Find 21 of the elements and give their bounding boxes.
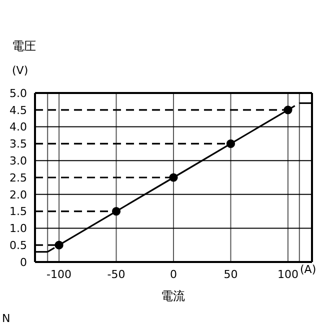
x-tick-label: 0 (170, 268, 177, 281)
y-axis-title: 電圧 (12, 38, 36, 55)
y-tick-label: 2.0 (10, 188, 27, 202)
x-axis-title: 電流 (160, 288, 186, 305)
y-tick-label: 4.0 (10, 120, 27, 134)
y-tick-label: 1.5 (10, 205, 27, 218)
y-tick-label: 0 (20, 256, 27, 269)
x-tick-label: 50 (224, 268, 238, 281)
y-tick-label: 4.5 (10, 104, 27, 117)
y-tick-label: 5.0 (10, 86, 27, 100)
text: (A) (300, 263, 316, 276)
x-tick-label: 100 (277, 268, 298, 281)
y-tick-label: 3.5 (10, 138, 27, 151)
x-tick-label: -100 (46, 268, 72, 281)
y-tick-label: 3.0 (10, 154, 27, 168)
y-tick-label: 1.0 (10, 222, 27, 236)
text: N (2, 312, 10, 325)
text: (V) (12, 64, 28, 77)
y-tick-label: 2.5 (10, 171, 27, 184)
x-tick-label: -50 (107, 268, 126, 281)
y-tick-label: 0.5 (10, 239, 27, 252)
